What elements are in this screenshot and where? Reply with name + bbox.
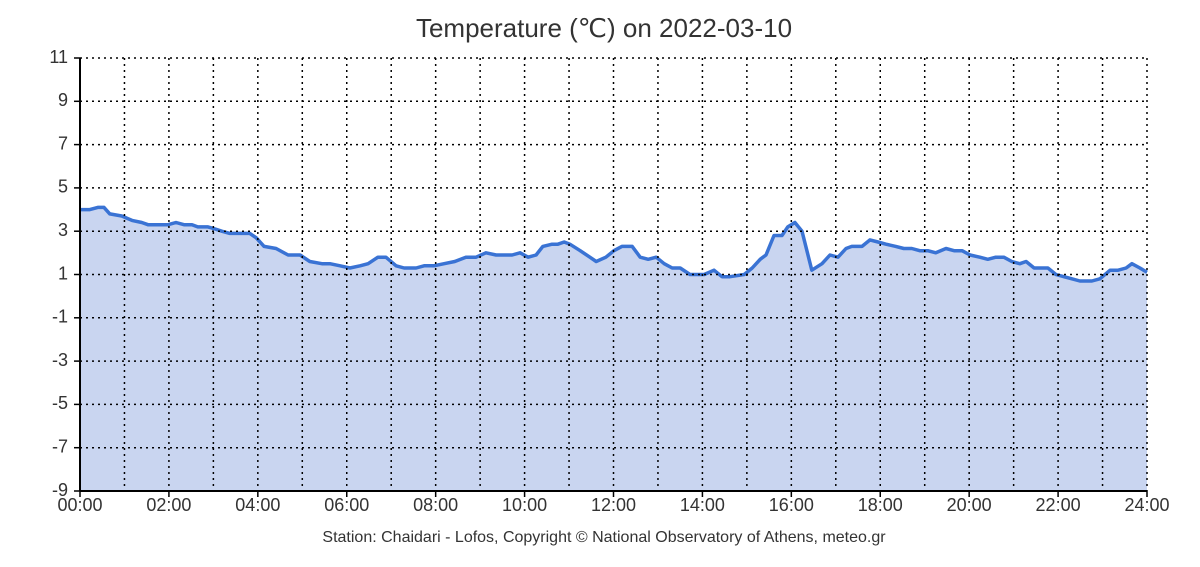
x-tick-label: 24:00 bbox=[1124, 495, 1169, 515]
y-tick-label: 9 bbox=[58, 90, 68, 110]
x-tick-label: 14:00 bbox=[680, 495, 725, 515]
y-tick-label: -1 bbox=[52, 307, 68, 327]
footer: Station: Chaidari - Lofos, Copyright © N… bbox=[322, 529, 886, 546]
y-tick-label: -5 bbox=[52, 393, 68, 413]
x-tick-label: 00:00 bbox=[57, 495, 102, 515]
x-tick-label: 06:00 bbox=[324, 495, 369, 515]
x-tick-label: 04:00 bbox=[235, 495, 280, 515]
x-tick-label: 16:00 bbox=[769, 495, 814, 515]
x-tick-label: 22:00 bbox=[1036, 495, 1081, 515]
y-tick-label: 3 bbox=[58, 220, 68, 240]
y-tick-label: -3 bbox=[52, 350, 68, 370]
x-tick-label: 02:00 bbox=[146, 495, 191, 515]
x-tick-label: 20:00 bbox=[947, 495, 992, 515]
y-tick-label: 1 bbox=[58, 263, 68, 283]
x-tick-label: 18:00 bbox=[858, 495, 903, 515]
y-tick-label: 7 bbox=[58, 133, 68, 153]
y-tick-label: -9 bbox=[52, 480, 68, 500]
area bbox=[80, 207, 1147, 491]
x-tick-label: 08:00 bbox=[413, 495, 458, 515]
y-tick-label: 5 bbox=[58, 177, 68, 197]
line bbox=[80, 205, 1148, 283]
x-tick-label: 12:00 bbox=[591, 495, 636, 515]
y-tick-label: -7 bbox=[52, 436, 68, 456]
x-tick-label: 10:00 bbox=[502, 495, 547, 515]
chart-title: Temperature (℃) on 2022-03-10 bbox=[416, 13, 792, 43]
y-tick-label: 11 bbox=[49, 47, 68, 67]
